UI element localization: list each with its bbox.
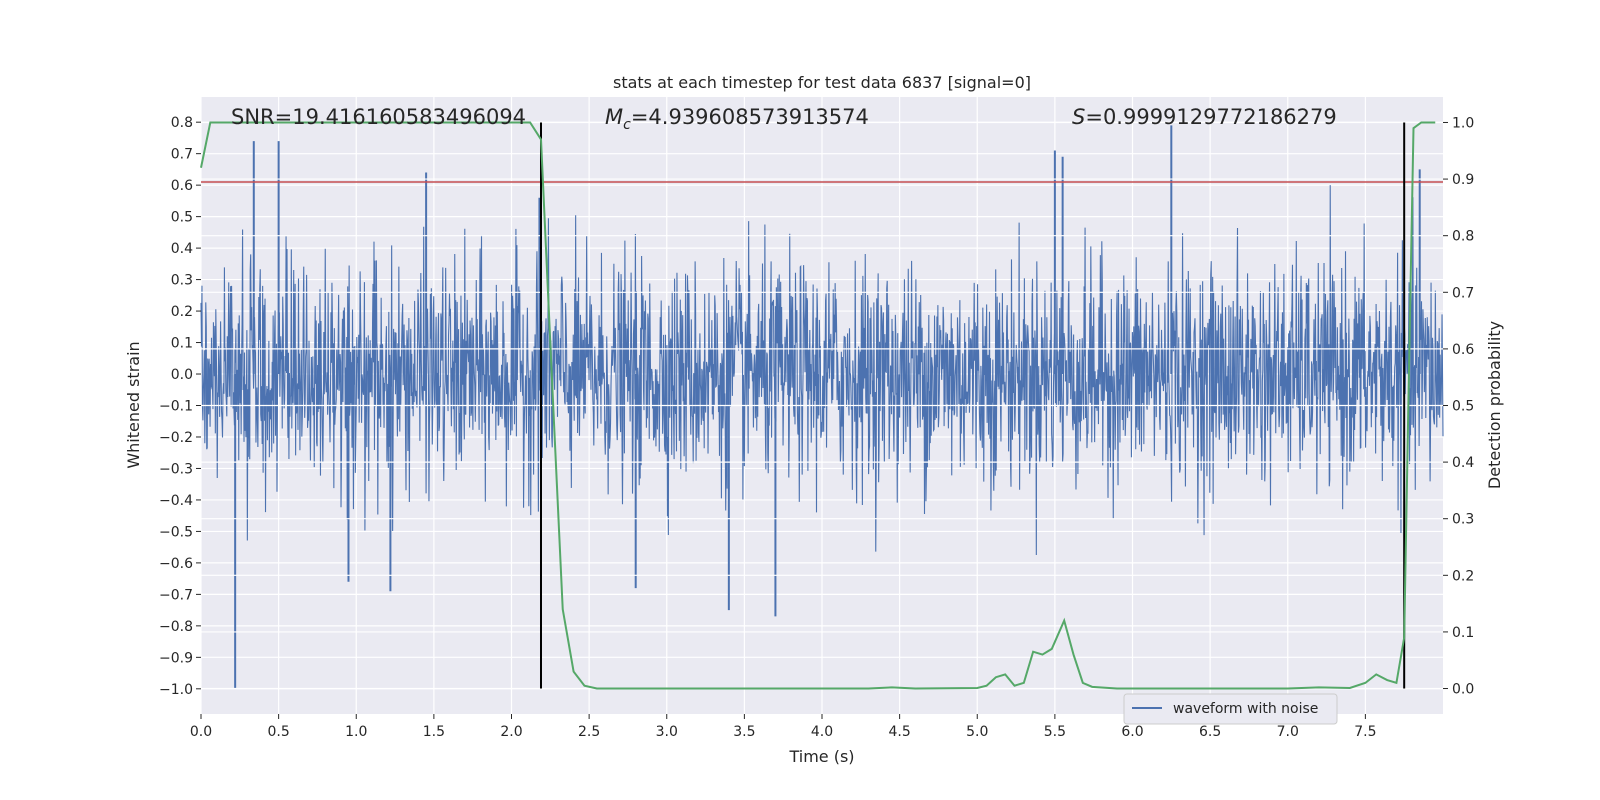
legend-label: waveform with noise <box>1173 701 1318 717</box>
y-axis-label-right: Detection probability <box>1485 321 1504 489</box>
legend-box <box>1123 693 1338 725</box>
y-tick-label-left: −0.3 <box>159 461 193 477</box>
y-tick-label-left: −0.5 <box>159 524 193 540</box>
y-tick-label-left: −0.6 <box>159 556 193 572</box>
y-tick-label-left: 0.7 <box>171 147 193 163</box>
y-tick-label-right: 0.1 <box>1452 625 1474 641</box>
y-tick-label-left: −0.1 <box>159 399 193 415</box>
x-tick-label: 4.0 <box>811 724 833 740</box>
x-tick-label: 0.0 <box>190 724 212 740</box>
s-annotation: S=0.9999129772186279 <box>1072 105 1337 129</box>
y-tick-label-left: −0.9 <box>159 650 193 666</box>
legend: waveform with noise <box>1123 693 1338 725</box>
x-tick-label: 1.5 <box>423 724 445 740</box>
y-tick-label-left: 0.1 <box>171 336 193 352</box>
y-tick-label-right: 0.0 <box>1452 682 1474 698</box>
y-tick-label-right: 0.4 <box>1452 455 1474 471</box>
x-tick-label: 3.0 <box>656 724 678 740</box>
waveform-line <box>200 185 1444 556</box>
chirp-mass-subscript: c <box>623 117 631 133</box>
y-tick-label-left: 0.8 <box>171 115 193 131</box>
x-tick-label: 3.5 <box>733 724 755 740</box>
x-tick-label: 2.5 <box>578 724 600 740</box>
x-tick-label: 4.5 <box>888 724 910 740</box>
y-tick-label-left: 0.2 <box>171 304 193 320</box>
detection-probability-line <box>200 121 1436 690</box>
y-tick-label-left: 0.6 <box>171 178 193 194</box>
y-tick-label-left: −0.7 <box>159 587 193 603</box>
y-tick-label-left: 0.3 <box>171 273 193 289</box>
chirp-mass-symbol: M <box>605 105 623 129</box>
y-axis-label-left: Whitened strain <box>124 341 143 468</box>
y-tick-label-left: 0.5 <box>171 210 193 226</box>
y-tick-label-left: −0.2 <box>159 430 193 446</box>
y-tick-label-right: 0.7 <box>1452 285 1474 301</box>
y-tick-label-left: 0.0 <box>171 367 193 383</box>
x-tick-label: 6.5 <box>1199 724 1221 740</box>
x-tick-label: 6.0 <box>1121 724 1143 740</box>
s-symbol: S <box>1072 105 1085 129</box>
chart-title: stats at each timestep for test data 683… <box>613 73 1031 92</box>
overlays <box>200 121 1443 690</box>
x-tick-label: 5.5 <box>1044 724 1066 740</box>
x-axis-label: Time (s) <box>788 747 854 766</box>
y-tick-label-right: 0.8 <box>1452 229 1474 245</box>
y-tick-label-right: 0.9 <box>1452 172 1474 188</box>
chirp-mass-value: =4.939608573913574 <box>631 105 869 129</box>
axes: 0.0 0.5 1.0 1.5 2.0 2.5 3.0 3.5 4.0 4.5 5.0 5.5 6.0 6… <box>159 115 1474 740</box>
y-tick-label-right: 0.6 <box>1452 342 1474 358</box>
x-tick-label: 7.5 <box>1354 724 1376 740</box>
series-waveform-with-noise <box>200 125 1444 689</box>
x-tick-label: 7.0 <box>1277 724 1299 740</box>
x-tick-label: 1.0 <box>345 724 367 740</box>
y-tick-label-left: −0.8 <box>159 619 193 635</box>
y-tick-label-left: −1.0 <box>159 682 193 698</box>
x-tick-label: 2.0 <box>500 724 522 740</box>
s-value: =0.9999129772186279 <box>1085 105 1336 129</box>
y-tick-label-right: 1.0 <box>1452 115 1474 131</box>
y-tick-label-left: 0.4 <box>171 241 193 257</box>
y-tick-label-right: 0.2 <box>1452 568 1474 584</box>
x-tick-label: 5.0 <box>966 724 988 740</box>
y-tick-label-right: 0.5 <box>1452 399 1474 415</box>
y-tick-label-right: 0.3 <box>1452 512 1474 528</box>
chirp-mass-annotation: Mc=4.939608573913574 <box>605 105 869 133</box>
snr-annotation: SNR=19.416160583496094 <box>231 105 526 129</box>
y-tick-label-left: −0.4 <box>159 493 193 509</box>
x-tick-label: 0.5 <box>267 724 289 740</box>
